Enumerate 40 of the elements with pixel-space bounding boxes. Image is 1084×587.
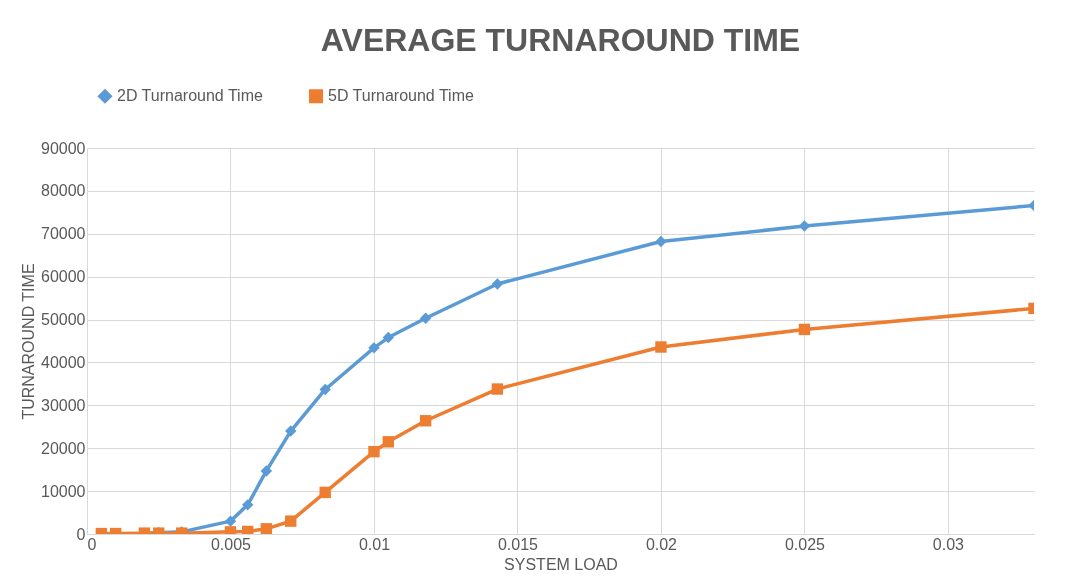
point — [368, 342, 380, 354]
y-tick-label: 70000 — [41, 225, 86, 243]
point — [368, 445, 380, 458]
point — [382, 436, 395, 448]
point — [242, 499, 254, 511]
y-tick-label: 90000 — [41, 139, 86, 157]
point — [319, 486, 331, 499]
point — [491, 278, 504, 290]
point — [419, 415, 432, 427]
point — [655, 235, 667, 248]
point — [260, 465, 273, 477]
y-tick-label: 60000 — [41, 268, 86, 286]
x-tick-label: 0.01 — [358, 535, 391, 553]
y-tick-label: 30000 — [41, 396, 86, 414]
legend-label: 5D Turnaround Time — [328, 87, 474, 105]
y-tick-label: 20000 — [41, 439, 86, 457]
point — [224, 515, 237, 527]
point — [260, 523, 273, 534]
x-axis-title: SYSTEM LOAD — [504, 555, 618, 573]
y-axis-title: TURNAROUND TIME — [20, 263, 38, 420]
point — [419, 312, 432, 324]
x-tick-label: 0.03 — [932, 535, 965, 553]
y-tick-label: 80000 — [41, 182, 86, 200]
y-tick-label: 40000 — [41, 353, 86, 371]
point — [285, 515, 297, 527]
point — [655, 341, 667, 353]
legend-label: 2D Turnaround Time — [117, 87, 263, 105]
point — [491, 383, 504, 395]
point — [382, 331, 395, 344]
x-tick-label: 0.015 — [497, 535, 539, 553]
point — [798, 323, 811, 336]
y-tick-label: 50000 — [41, 311, 86, 329]
point — [285, 425, 297, 437]
x-tick-label: 0.005 — [210, 535, 252, 553]
x-tick-label: 0.025 — [784, 535, 826, 553]
x-tick-label: 0.02 — [645, 535, 678, 553]
y-tick-label: 10000 — [41, 482, 86, 500]
x-tick-label: 0 — [87, 535, 97, 553]
point — [319, 383, 331, 396]
chart-title: AVERAGE TURNAROUND TIME — [320, 22, 801, 58]
